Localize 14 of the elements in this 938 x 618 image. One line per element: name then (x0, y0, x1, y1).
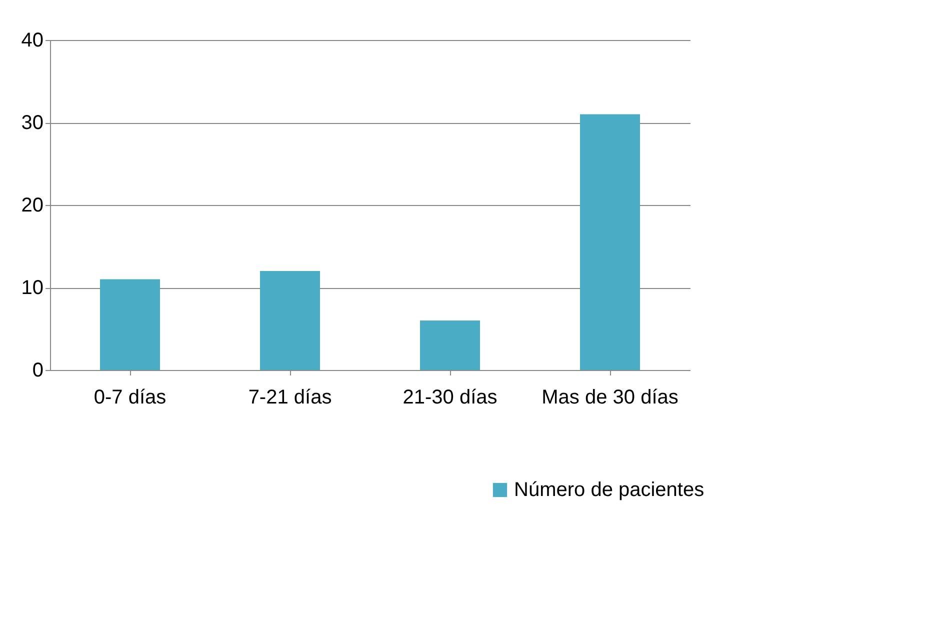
bar (100, 279, 160, 370)
legend-label: Número de pacientes (514, 479, 704, 501)
bar (420, 320, 480, 370)
y-tick-label: 20 (21, 194, 44, 216)
y-tick-label: 10 (21, 277, 44, 299)
x-tick-label: Mas de 30 días (542, 386, 678, 408)
bar (260, 271, 320, 370)
y-tick-label: 30 (21, 112, 44, 134)
x-tick-label: 21-30 días (402, 386, 498, 408)
x-tick-label: 0-7 días (94, 386, 166, 408)
y-tick-label: 0 (32, 360, 44, 382)
y-tick-label: 40 (21, 30, 44, 52)
x-tick-label: 7-21 días (248, 386, 332, 408)
bar (580, 114, 640, 370)
